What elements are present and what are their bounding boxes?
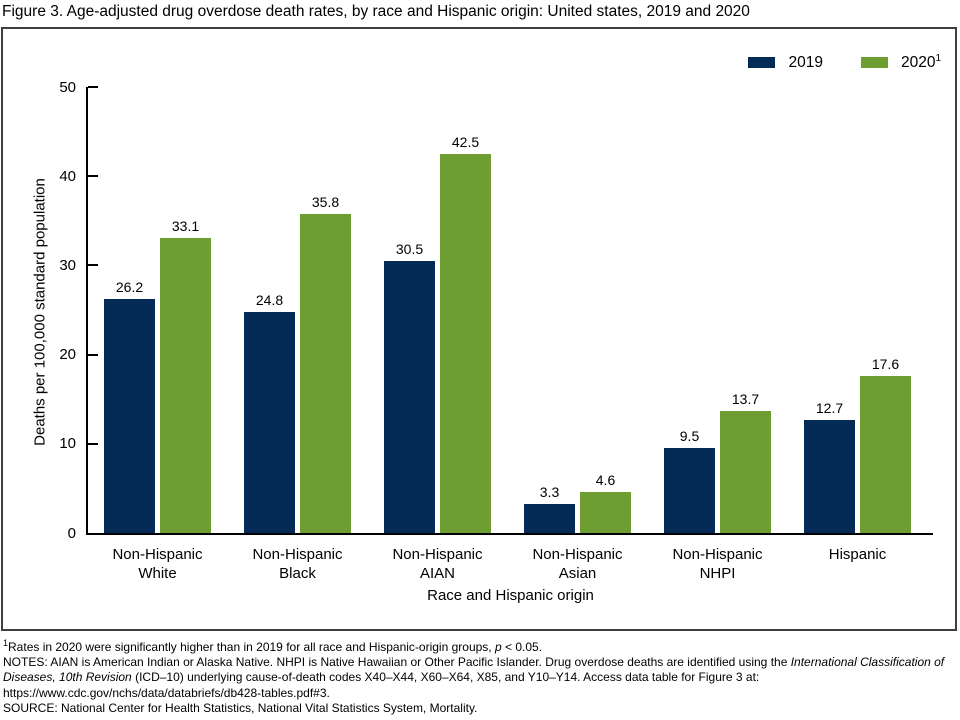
legend-item-2020: 20201: [860, 53, 941, 72]
value-label-2019-hispanic: 12.7: [815, 399, 844, 416]
footnote-significance: 1Rates in 2020 were significantly higher…: [3, 638, 543, 654]
bar-2020-non-hispanic-black: [300, 213, 351, 533]
value-label-2019-non-hispanic-asian: 3.3: [539, 483, 560, 500]
y-axis-tick-30: [88, 264, 98, 267]
y-axis-tick-label-50: 50: [59, 78, 76, 96]
legend-label-2019: 2019: [788, 53, 823, 71]
value-label-2020-non-hispanic-nhpi: 13.7: [731, 390, 760, 407]
x-category-label-hispanic: Hispanic: [828, 546, 887, 563]
chart-frame: 2019 20201 Deaths per 100,000 standard po…: [1, 27, 957, 631]
bar-2019-non-hispanic-white: [104, 299, 155, 533]
bar-2020-hispanic: [860, 376, 911, 533]
y-axis-tick-20: [88, 353, 98, 356]
y-axis-title: Deaths per 100,000 standard population: [31, 178, 49, 446]
bar-group-non-hispanic-nhpi: [664, 87, 771, 533]
y-axis-tick-50: [88, 86, 98, 88]
legend-item-2019: 2019: [748, 53, 823, 72]
y-axis-tick-label-0: 0: [67, 524, 76, 542]
x-axis-title: Race and Hispanic origin: [427, 587, 594, 604]
value-label-2020-non-hispanic-black: 35.8: [311, 193, 340, 210]
value-label-2020-hispanic: 17.6: [871, 356, 900, 372]
y-axis-tick-label-40: 40: [59, 167, 76, 185]
legend-swatch-2020: [860, 57, 888, 69]
footnote-notes: NOTES: AIAN is American Indian or Alaska…: [3, 655, 945, 700]
bar-group-non-hispanic-aian: [384, 87, 491, 533]
bar-2019-non-hispanic-black: [244, 311, 295, 533]
value-label-2019-non-hispanic-white: 26.2: [115, 279, 144, 296]
bar-2019-non-hispanic-nhpi: [664, 448, 715, 533]
footnotes: 1Rates in 2020 were significantly higher…: [3, 636, 957, 716]
x-category-label-non-hispanic-nhpi: Non-Hispanic NHPI: [672, 546, 763, 582]
bar-group-non-hispanic-asian: [524, 87, 631, 533]
x-category-label-non-hispanic-black: Non-Hispanic Black: [252, 546, 343, 582]
bar-2020-non-hispanic-nhpi: [720, 410, 771, 533]
y-axis-tick-label-30: 30: [59, 256, 76, 274]
legend-swatch-2019: [748, 57, 776, 69]
value-label-2019-non-hispanic-aian: 30.5: [395, 240, 424, 257]
value-label-2020-non-hispanic-white: 33.1: [171, 217, 200, 234]
value-label-2019-non-hispanic-black: 24.8: [255, 291, 284, 308]
footnote-source: SOURCE: National Center for Health Stati…: [3, 700, 478, 715]
value-label-2020-non-hispanic-aian: 42.5: [451, 133, 480, 150]
x-category-label-non-hispanic-aian: Non-Hispanic AIAN: [392, 546, 483, 582]
y-axis-tick-10: [88, 442, 98, 445]
bar-group-hispanic: [804, 87, 911, 533]
legend-label-2020: 20201: [900, 53, 941, 72]
bar-group-non-hispanic-white: [104, 87, 211, 533]
x-category-label-non-hispanic-white: Non-Hispanic White: [112, 546, 203, 582]
bar-2020-non-hispanic-white: [160, 237, 211, 533]
bar-2019-hispanic: [804, 419, 855, 533]
y-axis-tick-label-10: 10: [59, 435, 76, 453]
value-label-2020-non-hispanic-asian: 4.6: [595, 471, 616, 488]
y-axis-tick-label-20: 20: [59, 346, 76, 364]
y-axis-tick-40: [88, 175, 98, 178]
x-category-label-non-hispanic-asian: Non-Hispanic Asian: [532, 546, 623, 582]
bar-2020-non-hispanic-asian: [580, 491, 631, 533]
chart-legend: 2019 20201: [748, 53, 941, 72]
plot-area: Race and Hispanic origin 0 10 20 30 40 50 26.2…: [59, 80, 933, 604]
figure-title: Figure 3. Age-adjusted drug overdose dea…: [2, 3, 750, 20]
bar-2019-non-hispanic-asian: [524, 503, 575, 533]
bar-group-non-hispanic-black: [244, 87, 351, 533]
value-label-2019-non-hispanic-nhpi: 9.5: [679, 428, 700, 445]
bar-2019-non-hispanic-aian: [384, 260, 435, 533]
bar-2020-non-hispanic-aian: [440, 153, 491, 533]
